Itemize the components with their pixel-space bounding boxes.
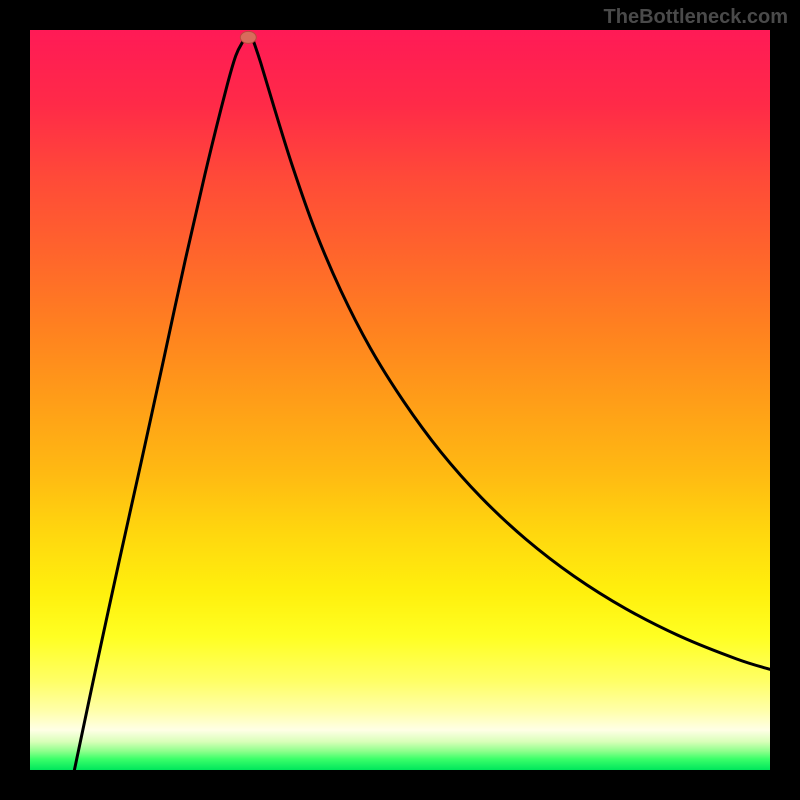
chart-frame: TheBottleneck.com xyxy=(0,0,800,800)
plot-area xyxy=(30,30,770,770)
plot-svg xyxy=(30,30,770,770)
gradient-background xyxy=(30,30,770,770)
watermark-text: TheBottleneck.com xyxy=(604,6,788,29)
minimum-marker xyxy=(240,31,256,43)
